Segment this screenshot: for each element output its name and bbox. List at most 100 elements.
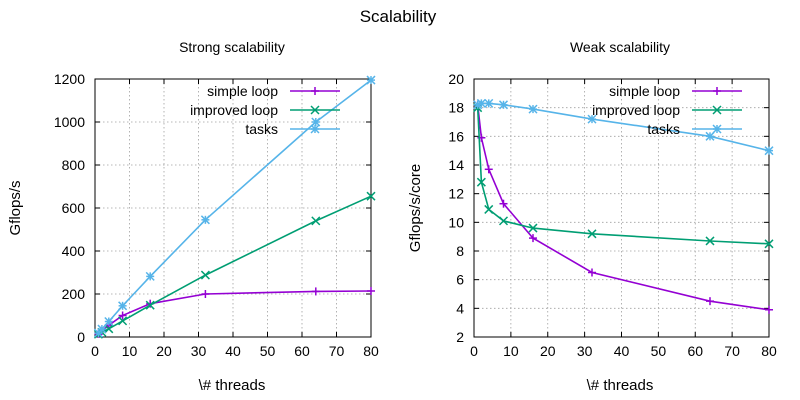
strong-x-tick-label: 40 (225, 343, 241, 359)
weak-data-point-simple-loop (706, 297, 714, 306)
strong-data-point-simple-loop (201, 290, 210, 298)
strong-legend-label: simple loop (207, 83, 278, 99)
weak-data-point-improved-loop (484, 204, 494, 214)
weak-data-point-tasks (705, 131, 715, 141)
strong-x-tick-label: 0 (91, 343, 99, 359)
strong-x-tick-label: 50 (260, 343, 276, 359)
strong-series-line-simple-loop (97, 290, 372, 335)
weak-x-tick-label: 80 (761, 343, 777, 359)
weak-y-tick-label: 4 (456, 300, 464, 316)
weak-data-point-tasks (498, 100, 509, 110)
strong-data-point-improved-loop (366, 191, 376, 201)
weak-data-point-tasks (587, 114, 597, 124)
weak-y-tick-label: 2 (456, 329, 464, 345)
weak-x-axis-label: \# threads (587, 377, 654, 394)
weak-scalability-panel: Weak scalability \# threads Gflops/s/cor… (407, 39, 777, 394)
strong-y-tick-label: 600 (62, 200, 86, 216)
strong-legend-label: tasks (245, 121, 278, 137)
strong-data-point-improved-loop (145, 300, 155, 310)
strong-data-point-improved-loop (200, 270, 210, 280)
strong-data-point-improved-loop (104, 324, 114, 334)
strong-x-tick-label: 10 (122, 343, 138, 359)
strong-scalability-panel: Strong scalability \# threads Gflops/s 0… (7, 39, 379, 394)
weak-data-point-tasks (764, 146, 774, 156)
strong-chart-title: Strong scalability (179, 39, 285, 55)
strong-data-point-improved-loop (118, 316, 128, 326)
strong-legend: simple loop improved loop tasks (190, 83, 340, 137)
weak-x-tick-label: 40 (614, 343, 630, 359)
strong-x-tick-label: 70 (329, 343, 345, 359)
weak-data-point-improved-loop (764, 239, 774, 249)
strong-legend-marker (310, 124, 320, 134)
weak-legend-label: tasks (647, 121, 680, 137)
weak-series-tasks (473, 98, 774, 156)
weak-x-tick-label: 60 (687, 343, 703, 359)
weak-legend-label: simple loop (609, 83, 680, 99)
weak-data-point-simple-loop (765, 305, 773, 314)
weak-data-point-simple-loop (484, 165, 493, 174)
weak-data-point-tasks (528, 104, 538, 114)
weak-data-point-simple-loop (529, 234, 537, 243)
weak-legend: simple loop improved loop tasks (592, 83, 742, 137)
weak-x-tick-label: 70 (724, 343, 740, 359)
strong-data-point-tasks (97, 324, 107, 334)
weak-data-point-simple-loop (588, 268, 596, 277)
weak-y-tick-label: 14 (448, 157, 464, 173)
strong-data-point-tasks (145, 271, 155, 281)
weak-y-tick-label: 18 (448, 100, 464, 116)
strong-y-axis-label: Gflops/s (7, 180, 24, 235)
weak-data-point-improved-loop (587, 229, 597, 239)
weak-data-point-simple-loop (499, 199, 508, 208)
strong-y-tick-label: 0 (77, 329, 85, 345)
weak-y-tick-label: 10 (448, 214, 464, 230)
strong-data-point-improved-loop (311, 216, 321, 226)
strong-x-tick-label: 20 (156, 343, 172, 359)
weak-x-tick-label: 30 (577, 343, 593, 359)
strong-x-tick-label: 60 (294, 343, 310, 359)
figure-title: Scalability (360, 7, 437, 26)
weak-x-tick-label: 50 (651, 343, 667, 359)
weak-series-simple-loop (473, 100, 773, 314)
weak-legend-marker (712, 105, 722, 115)
strong-data-point-simple-loop (118, 311, 127, 320)
strong-y-tick-label: 400 (62, 243, 86, 259)
strong-series-tasks (93, 75, 376, 338)
weak-data-point-improved-loop (528, 223, 538, 233)
weak-legend-marker (713, 87, 721, 95)
weak-y-tick-label: 16 (448, 128, 464, 144)
weak-data-point-improved-loop (705, 236, 715, 246)
strong-y-tick-label: 200 (62, 286, 86, 302)
weak-y-tick-label: 6 (456, 272, 464, 288)
weak-y-axis-label: Gflops/s/core (407, 164, 424, 252)
strong-x-axis-label: \# threads (199, 377, 266, 394)
strong-y-tick-label: 1000 (54, 114, 85, 130)
weak-data-point-tasks (484, 98, 494, 108)
strong-series-line-improved-loop (98, 195, 372, 335)
weak-data-point-improved-loop (476, 177, 486, 187)
strong-data-point-tasks (118, 301, 128, 311)
strong-data-point-simple-loop (311, 287, 320, 296)
weak-y-tick-label: 12 (448, 186, 464, 202)
weak-y-tick-label: 8 (456, 243, 464, 259)
strong-x-tick-label: 30 (191, 343, 207, 359)
strong-data-point-tasks (200, 215, 210, 225)
strong-grid (95, 79, 371, 337)
weak-chart-title: Weak scalability (570, 39, 670, 55)
strong-series-line-tasks (97, 79, 372, 334)
weak-x-tick-label: 0 (470, 343, 478, 359)
strong-legend-marker (311, 87, 319, 95)
weak-series-line-simple-loop (476, 104, 770, 311)
strong-y-tick-label: 800 (62, 157, 86, 173)
strong-series-improved-loop (93, 191, 376, 339)
weak-legend-marker (712, 124, 722, 134)
weak-y-tick-label: 20 (448, 71, 464, 87)
weak-data-point-improved-loop (498, 216, 509, 226)
weak-x-tick-label: 10 (503, 343, 519, 359)
weak-legend-label: improved loop (592, 102, 680, 118)
strong-data-point-tasks (104, 316, 114, 327)
strong-y-tick-label: 1200 (54, 71, 85, 87)
weak-x-tick-label: 20 (540, 343, 556, 359)
weak-data-point-tasks (476, 98, 486, 108)
weak-series-line-improved-loop (476, 107, 770, 245)
